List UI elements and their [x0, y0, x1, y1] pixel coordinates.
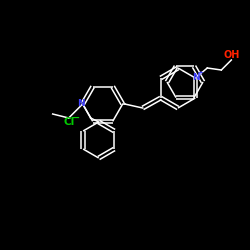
Text: N: N — [192, 72, 200, 82]
Text: OH: OH — [223, 50, 240, 60]
Text: Cl: Cl — [63, 117, 74, 127]
Text: N: N — [77, 100, 84, 108]
Text: +: + — [198, 70, 203, 76]
Text: −: − — [71, 113, 81, 123]
